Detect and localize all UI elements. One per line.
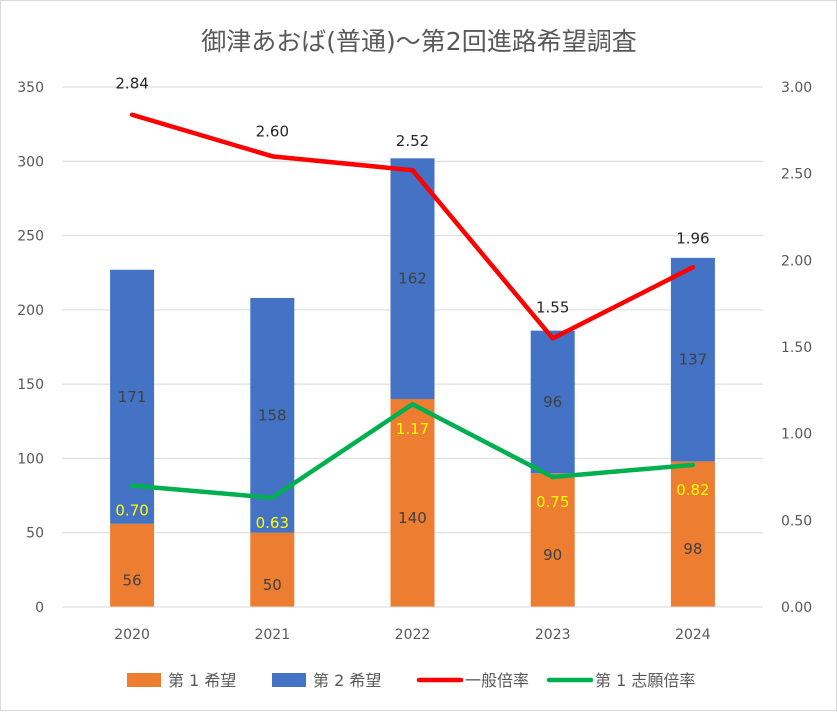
bar-first-choice (110, 523, 155, 607)
bar-first-choice (250, 532, 295, 607)
general-ratio-label: 2.52 (396, 132, 429, 150)
bar-first-choice (530, 473, 575, 607)
y-left-tick-label: 50 (26, 526, 44, 542)
y-right-tick-label: 2.50 (781, 167, 812, 183)
first-choice-ratio-label: 0.70 (115, 502, 148, 520)
bar-first-choice-value: 56 (123, 571, 142, 589)
x-tick-label: 2020 (114, 627, 150, 643)
lines (129, 112, 696, 501)
bar-second-choice-value: 158 (258, 406, 287, 424)
x-tick-label: 2022 (395, 627, 431, 643)
bar-first-choice-value: 50 (263, 576, 282, 594)
bar-second-choice-value: 171 (118, 388, 147, 406)
general-ratio-label: 1.55 (536, 298, 569, 316)
x-tick-label: 2021 (254, 627, 290, 643)
general-ratio-label: 2.84 (115, 75, 148, 93)
y-left-tick-label: 0 (35, 600, 44, 616)
legend-label: 第 2 希望 (313, 671, 381, 690)
y-left-tick-label: 250 (17, 229, 44, 245)
y-right-tick-label: 3.00 (781, 80, 812, 96)
bar-first-choice-value: 98 (683, 540, 702, 558)
bar-second-choice (110, 269, 155, 524)
x-tick-label: 2024 (675, 627, 711, 643)
y-right-tick-label: 1.50 (781, 340, 812, 356)
legend-label: 一般倍率 (465, 671, 529, 690)
legend-label: 第 1 希望 (168, 671, 236, 690)
legend-swatch (272, 673, 306, 687)
chart-title: 御津あおば(普通)〜第2回進路希望調査 (201, 27, 636, 56)
first-choice-ratio-line (129, 401, 696, 501)
y-right-tick-label: 0.50 (781, 513, 812, 529)
general-ratio-line (129, 112, 696, 341)
general-ratio-label: 1.96 (676, 229, 709, 247)
data-labels: 56 171 50 158 140 162 90 96 98 137 2.84 2.60 2.52 1.5… (115, 75, 709, 594)
first-choice-ratio-label: 1.17 (396, 420, 429, 438)
y-right-tick-label: 2.00 (781, 253, 812, 269)
y-right-tick-label: 0.00 (781, 600, 812, 616)
bar-second-choice (670, 257, 715, 462)
y-left-tick-label: 100 (17, 451, 44, 467)
bar-first-choice-value: 140 (398, 509, 427, 527)
axes: 0 50 100 150 200 250 300 350 0.00 0.50 1.00 1.50 2.0… (17, 80, 812, 643)
bars (110, 158, 715, 607)
first-choice-ratio-label: 0.75 (536, 493, 569, 511)
bar-second-choice-value: 162 (398, 270, 427, 288)
y-left-tick-label: 200 (17, 303, 44, 319)
y-left-tick-label: 350 (17, 80, 44, 96)
bar-second-choice (530, 330, 575, 474)
bar-second-choice (390, 158, 435, 399)
bar-second-choice-value: 137 (679, 351, 708, 369)
x-tick-label: 2023 (535, 627, 571, 643)
y-right-tick-label: 1.00 (781, 427, 812, 443)
bar-first-choice (670, 461, 715, 607)
first-choice-ratio-label: 0.63 (256, 514, 289, 532)
legend: 第 1 希望 第 2 希望 一般倍率 第 1 志願倍率 (127, 671, 695, 690)
legend-swatch (127, 673, 161, 687)
bar-first-choice (390, 399, 435, 607)
general-ratio-label: 2.60 (256, 122, 289, 140)
y-left-tick-label: 150 (17, 377, 44, 393)
bar-first-choice-value: 90 (543, 546, 562, 564)
legend-label: 第 1 志願倍率 (595, 671, 695, 690)
bar-second-choice (250, 297, 295, 533)
first-choice-ratio-label: 0.82 (676, 481, 709, 499)
bar-second-choice-value: 96 (543, 393, 562, 411)
y-left-tick-label: 300 (17, 154, 44, 170)
